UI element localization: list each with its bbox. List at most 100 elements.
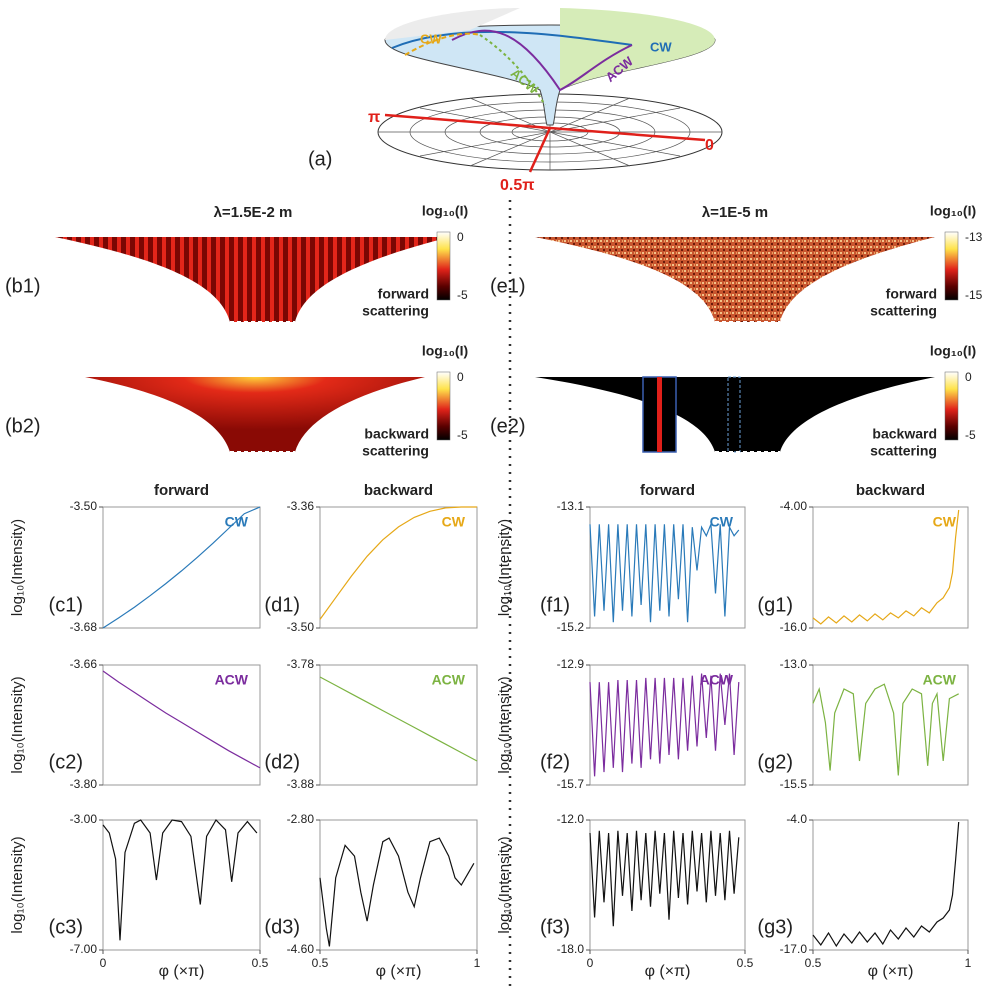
y-axis-label: log₁₀(Intensity)	[9, 519, 26, 616]
x-tick-label: 0.5	[805, 956, 822, 970]
diagram: CW ACW CW ACW π 0 0.5π (a)	[308, 8, 722, 194]
y-tick-label: -2.80	[287, 812, 315, 826]
panel-label: (b1)	[5, 275, 41, 297]
chart-title: forward	[154, 482, 209, 499]
panel-label: (c1)	[49, 594, 83, 616]
colorbar-tick: -5	[965, 428, 976, 442]
series-label: ACW	[700, 672, 734, 688]
colorbar-tick: -5	[457, 288, 468, 302]
caption: forward	[378, 286, 429, 302]
x-axis-label: φ (×π)	[159, 963, 205, 980]
y-axis-label: log₁₀(Intensity)	[9, 836, 26, 933]
plot-frame	[103, 820, 260, 950]
y-axis-label: log₁₀(Intensity)	[496, 519, 513, 616]
x-tick-label: 0	[100, 956, 107, 970]
colorbar	[945, 372, 958, 440]
diagram-label: CW	[420, 31, 442, 46]
x-tick-label: 0.5	[312, 956, 329, 970]
panel-label: (e1)	[490, 275, 526, 297]
panel-label: (b2)	[5, 415, 41, 437]
diagram-label: 0.5π	[500, 177, 535, 194]
colorbar-label: log₁₀(I)	[422, 203, 468, 219]
x-tick-label: 0.5	[737, 956, 754, 970]
diagram-label: π	[368, 109, 380, 126]
data-line	[590, 831, 739, 926]
x-tick-label: 1	[474, 956, 481, 970]
series-label: CW	[442, 514, 466, 530]
y-tick-label: -4.00	[780, 499, 808, 513]
y-tick-label: -17.0	[780, 942, 808, 956]
series-label: ACW	[432, 672, 466, 688]
chart-title: backward	[856, 482, 925, 499]
colorbar-tick: -13	[965, 230, 983, 244]
charts: -3.50 -3.68 (c1) forward log₁₀(Intensity) CW -…	[9, 482, 972, 980]
data-line	[320, 677, 477, 761]
data-line	[590, 524, 739, 622]
colorbar-label: log₁₀(I)	[422, 343, 468, 359]
chart-title: backward	[364, 482, 433, 499]
panel-label: (g1)	[757, 594, 793, 616]
heading: λ=1.5E-2 m	[214, 204, 293, 221]
y-tick-label: -3.88	[287, 777, 315, 791]
panel-label: (f2)	[540, 751, 570, 773]
colorbar	[437, 232, 450, 300]
inset	[657, 377, 662, 452]
panel-label: (c2)	[49, 751, 83, 773]
panel-label: (f3)	[540, 916, 570, 938]
y-tick-label: -15.2	[557, 620, 585, 634]
caption: scattering	[362, 443, 429, 459]
chart-title: forward	[640, 482, 695, 499]
colorbar-tick: 0	[457, 370, 464, 384]
caption: forward	[886, 286, 937, 302]
figure: CW ACW CW ACW π 0 0.5π (a) λ=1.5E-2 m λ=…	[0, 0, 992, 987]
data-line	[320, 838, 474, 946]
panel-label: (d1)	[264, 594, 300, 616]
y-tick-label: -15.5	[780, 777, 808, 791]
y-tick-label: -3.36	[287, 499, 315, 513]
y-tick-label: -3.80	[70, 777, 98, 791]
panel-label: (f1)	[540, 594, 570, 616]
colorbar-tick: 0	[965, 370, 972, 384]
y-tick-label: -4.60	[287, 942, 315, 956]
y-tick-label: -3.00	[70, 812, 98, 826]
y-tick-label: -13.0	[780, 657, 808, 671]
y-axis-label: log₁₀(Intensity)	[496, 836, 513, 933]
y-tick-label: -3.68	[70, 620, 98, 634]
series-label: CW	[933, 514, 957, 530]
y-axis-label: log₁₀(Intensity)	[496, 676, 513, 773]
data-line	[103, 820, 257, 940]
data-line	[813, 822, 959, 946]
y-tick-label: -13.1	[557, 499, 585, 513]
panel-label: (d2)	[264, 751, 300, 773]
series-label: CW	[225, 514, 249, 530]
panel-label: (a)	[308, 148, 332, 170]
caption: scattering	[870, 303, 937, 319]
colorbar-label: log₁₀(I)	[930, 343, 976, 359]
y-tick-label: -15.7	[557, 777, 585, 791]
caption: backward	[872, 426, 937, 442]
y-tick-label: -12.0	[557, 812, 585, 826]
caption: scattering	[870, 443, 937, 459]
caption: backward	[364, 426, 429, 442]
colorbar-tick: 0	[457, 230, 464, 244]
colorbar-tick: -15	[965, 288, 983, 302]
caption: scattering	[362, 303, 429, 319]
series-label: ACW	[923, 672, 957, 688]
y-tick-label: -3.66	[70, 657, 98, 671]
panel-label: (e2)	[490, 415, 526, 437]
y-axis-label: log₁₀(Intensity)	[9, 676, 26, 773]
panel-label: (d3)	[264, 916, 300, 938]
colorbar	[945, 232, 958, 300]
colorbar-label: log₁₀(I)	[930, 203, 976, 219]
colorbar	[437, 372, 450, 440]
y-tick-label: -18.0	[557, 942, 585, 956]
x-tick-label: 0	[587, 956, 594, 970]
y-tick-label: -7.00	[70, 942, 98, 956]
y-tick-label: -12.9	[557, 657, 585, 671]
y-tick-label: -3.78	[287, 657, 315, 671]
colorbar-tick: -5	[457, 428, 468, 442]
series-label: CW	[710, 514, 734, 530]
x-axis-label: φ (×π)	[868, 963, 914, 980]
panel-label: (c3)	[49, 916, 83, 938]
y-tick-label: -3.50	[287, 620, 315, 634]
